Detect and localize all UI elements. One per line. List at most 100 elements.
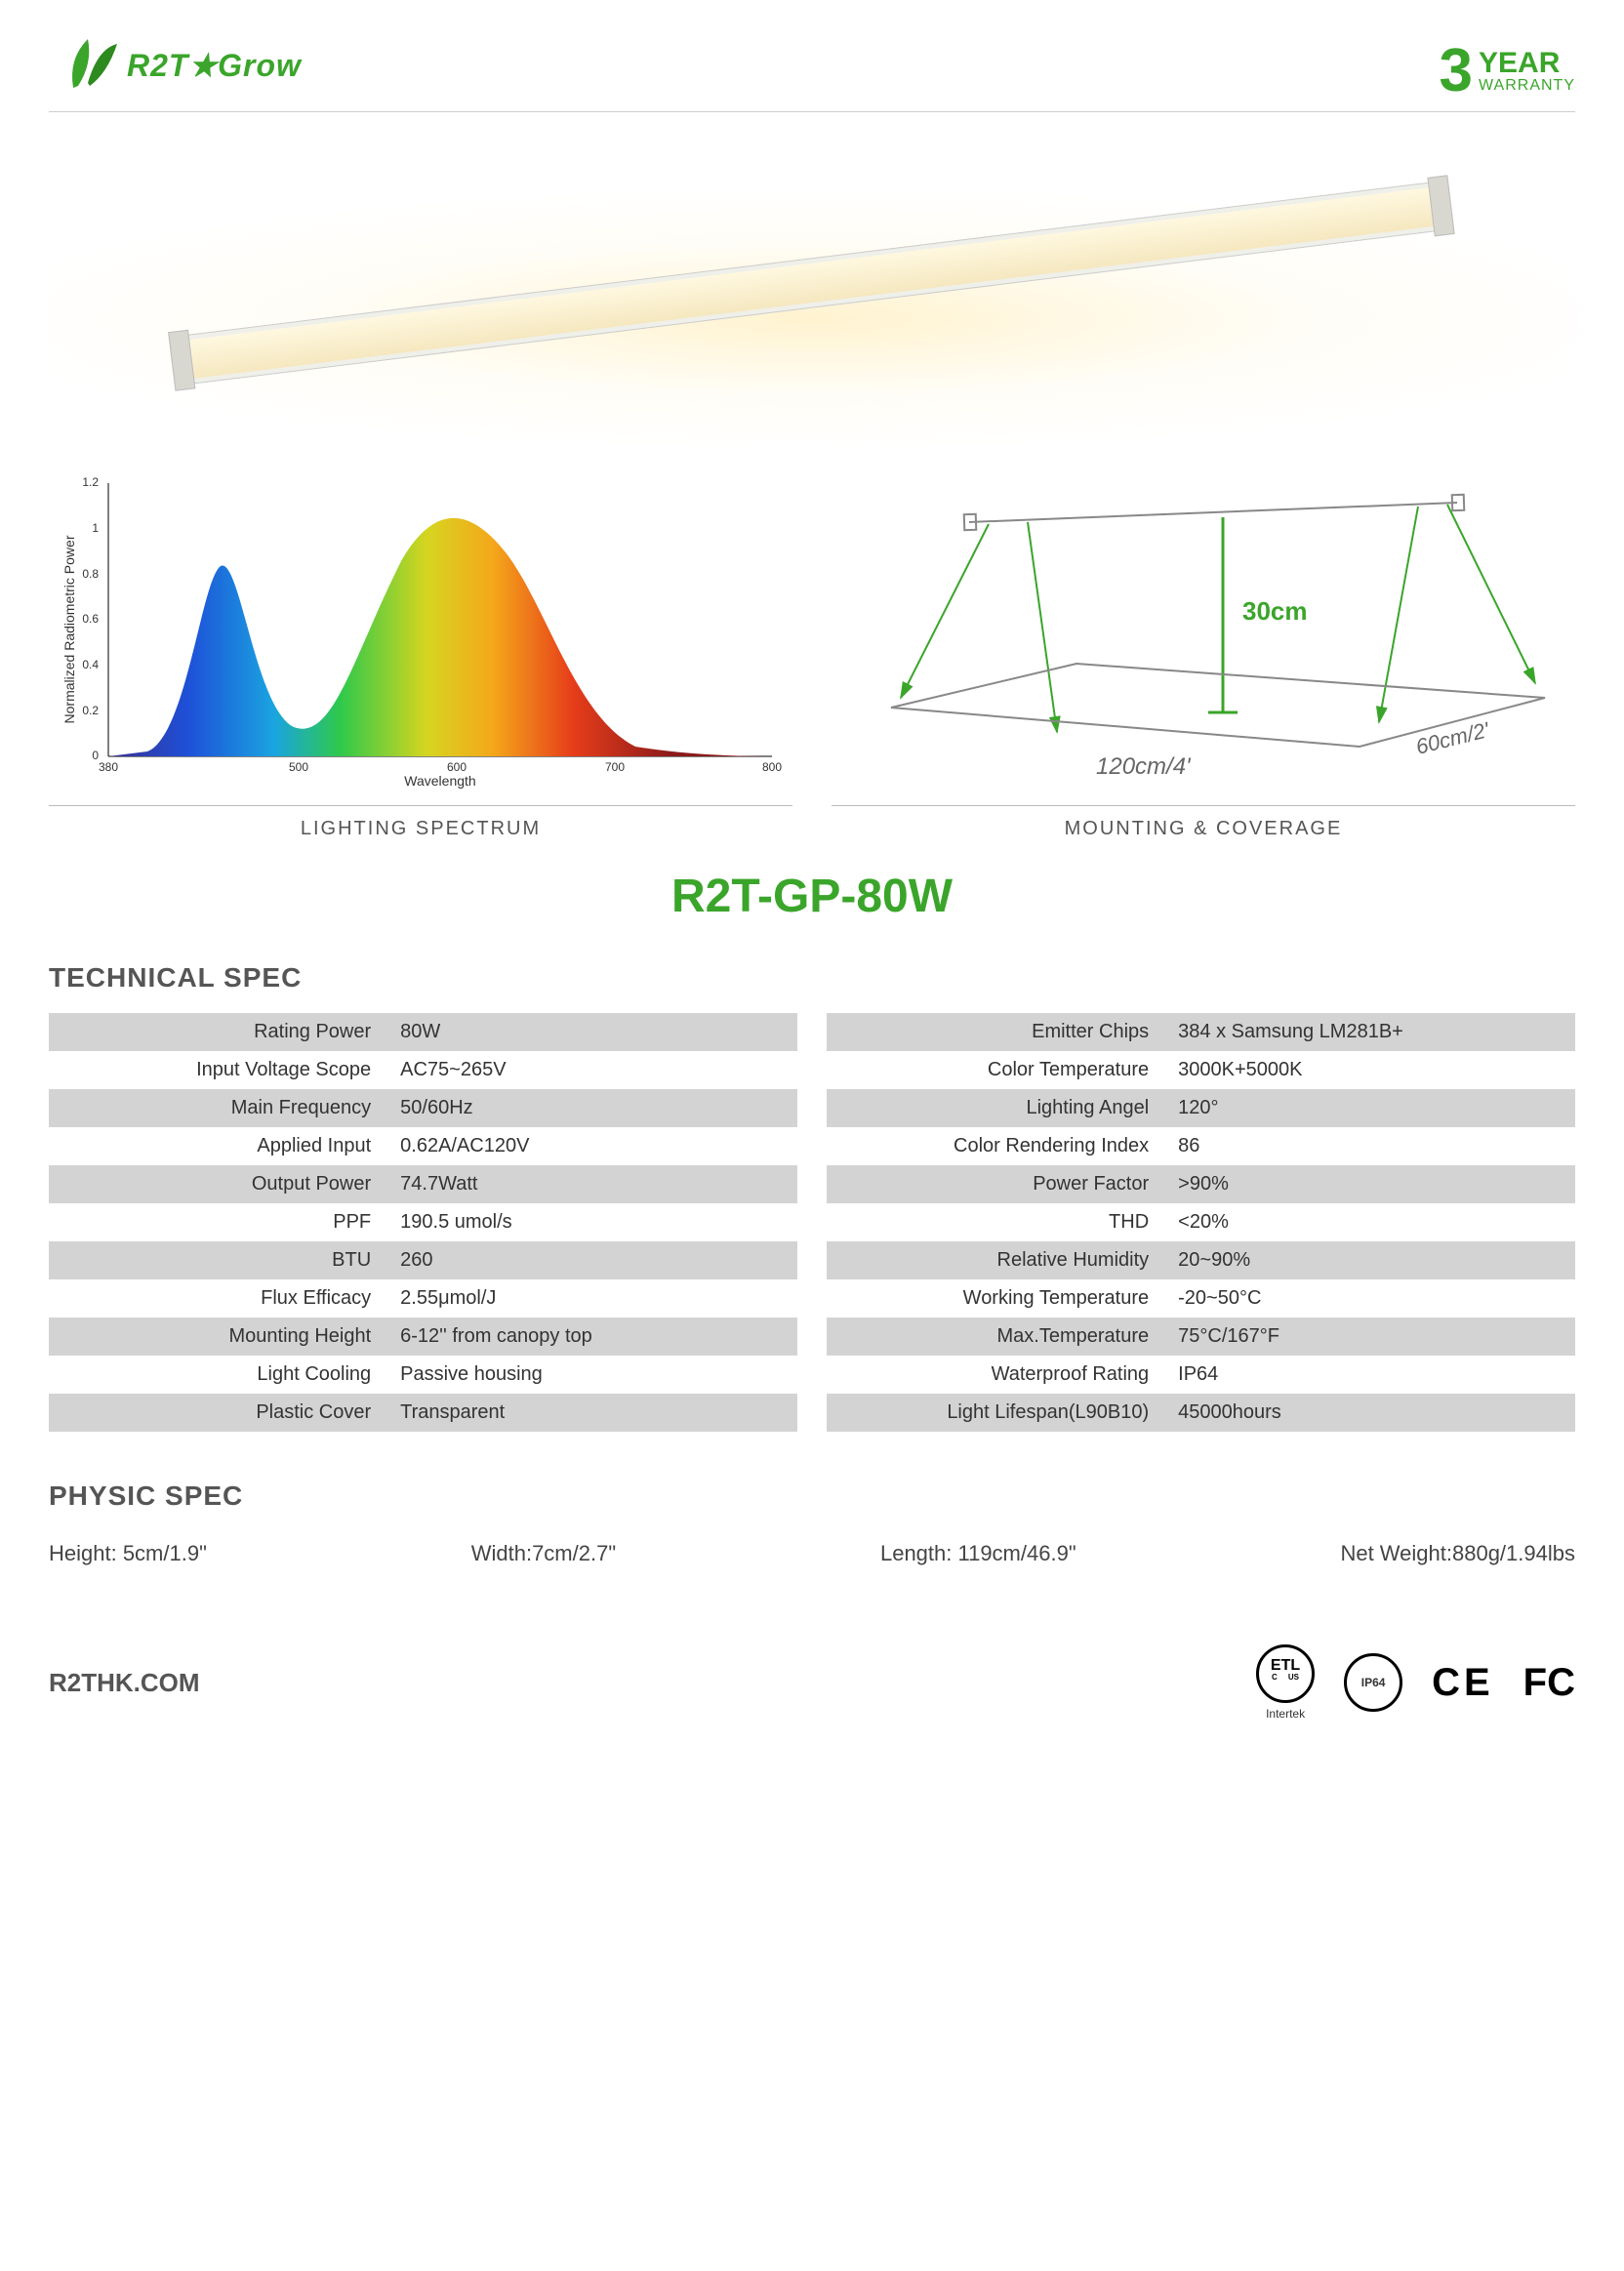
spectrum-diagram: Normalized Radiometric Power Wavelength … [49,464,792,840]
svg-text:0.2: 0.2 [82,704,99,717]
table-row: Main Frequency50/60Hz [49,1089,797,1127]
spectrum-caption: LIGHTING SPECTRUM [49,805,792,840]
table-row: Color Rendering Index86 [827,1127,1575,1165]
spec-value: 45000hours [1163,1394,1575,1432]
footer-url: R2THK.COM [49,1668,200,1698]
spec-value: IP64 [1163,1356,1575,1394]
spec-table-left: Rating Power80WInput Voltage ScopeAC75~2… [49,1013,797,1432]
spec-key: BTU [49,1241,386,1279]
etl-icon: ETLCUS Intertek [1256,1644,1315,1721]
spec-value: 20~90% [1163,1241,1575,1279]
spec-value: 3000K+5000K [1163,1051,1575,1089]
table-row: Working Temperature-20~50°C [827,1279,1575,1318]
table-row: Mounting Height6-12'' from canopy top [49,1318,797,1356]
table-row: BTU260 [49,1241,797,1279]
table-row: Output Power74.7Watt [49,1165,797,1203]
spec-value: 86 [1163,1127,1575,1165]
warranty-badge: 3 YEAR WARRANTY [1440,41,1575,101]
spec-value: 74.7Watt [386,1165,797,1203]
spec-value: >90% [1163,1165,1575,1203]
svg-text:ETL: ETL [1271,1657,1300,1674]
spec-value: 0.62A/AC120V [386,1127,797,1165]
spec-value: 2.55μmol/J [386,1279,797,1318]
table-row: Emitter Chips384 x Samsung LM281B+ [827,1013,1575,1051]
product-image [49,132,1575,444]
physic-width: Width:7cm/2.7" [471,1541,616,1566]
warranty-year: YEAR [1479,49,1575,78]
svg-text:C: C [1272,1673,1278,1682]
table-row: Max.Temperature75°C/167°F [827,1318,1575,1356]
table-row: Lighting Angel120° [827,1089,1575,1127]
ce-icon: CE [1432,1661,1494,1705]
spec-key: Light Cooling [49,1356,386,1394]
svg-text:0.4: 0.4 [82,658,99,671]
ip64-icon: IP64 [1344,1653,1402,1712]
spec-value: <20% [1163,1203,1575,1241]
spec-value: 260 [386,1241,797,1279]
physic-weight: Net Weight:880g/1.94lbs [1340,1541,1575,1566]
spec-key: PPF [49,1203,386,1241]
physic-section-title: PHYSIC SPEC [49,1480,1575,1512]
warranty-number: 3 [1440,41,1473,101]
table-row: Light Lifespan(L90B10)45000hours [827,1394,1575,1432]
physic-height: Height: 5cm/1.9" [49,1541,207,1566]
spec-key: Color Rendering Index [827,1127,1163,1165]
spec-value: Passive housing [386,1356,797,1394]
x-axis-label: Wavelength [404,773,475,789]
table-row: Rating Power80W [49,1013,797,1051]
spec-key: Power Factor [827,1165,1163,1203]
table-row: Power Factor>90% [827,1165,1575,1203]
physic-length: Length: 119cm/46.9" [880,1541,1076,1566]
spec-key: Emitter Chips [827,1013,1163,1051]
table-row: Flux Efficacy2.55μmol/J [49,1279,797,1318]
y-axis-label: Normalized Radiometric Power [61,535,77,723]
table-row: Color Temperature3000K+5000K [827,1051,1575,1089]
mounting-diagram: 30cm 120cm/4' 60cm/2' MOUNTING & COVERAG… [832,464,1575,840]
table-row: THD<20% [827,1203,1575,1241]
mounting-depth-label: 60cm/2' [1413,717,1492,759]
leaf-icon [49,29,127,98]
svg-text:0.6: 0.6 [82,612,99,626]
table-row: Applied Input0.62A/AC120V [49,1127,797,1165]
brand-logo: R2T★Grow [49,29,302,101]
spec-key: THD [827,1203,1163,1241]
svg-text:600: 600 [447,760,467,774]
spec-key: Max.Temperature [827,1318,1163,1356]
spec-value: 190.5 umol/s [386,1203,797,1241]
spec-value: AC75~265V [386,1051,797,1089]
spec-key: Mounting Height [49,1318,386,1356]
spec-key: Rating Power [49,1013,386,1051]
svg-text:1.2: 1.2 [82,475,99,489]
spec-value: Transparent [386,1394,797,1432]
table-row: PPF190.5 umol/s [49,1203,797,1241]
spec-key: Flux Efficacy [49,1279,386,1318]
fcc-icon: FC [1523,1661,1575,1705]
mounting-width-label: 120cm/4' [1096,753,1192,780]
footer: R2THK.COM ETLCUS Intertek IP64 CE FC [49,1644,1575,1721]
svg-text:380: 380 [99,760,118,774]
svg-text:800: 800 [762,760,782,774]
spec-value: 75°C/167°F [1163,1318,1575,1356]
physic-row: Height: 5cm/1.9" Width:7cm/2.7" Length: … [49,1541,1575,1566]
svg-text:500: 500 [289,760,308,774]
spec-key: Waterproof Rating [827,1356,1163,1394]
mounting-caption: MOUNTING & COVERAGE [832,805,1575,840]
spec-value: -20~50°C [1163,1279,1575,1318]
spec-value: 384 x Samsung LM281B+ [1163,1013,1575,1051]
mounting-height-label: 30cm [1242,596,1308,626]
table-row: Waterproof RatingIP64 [827,1356,1575,1394]
spec-key: Lighting Angel [827,1089,1163,1127]
spec-key: Main Frequency [49,1089,386,1127]
table-row: Plastic CoverTransparent [49,1394,797,1432]
diagrams-row: Normalized Radiometric Power Wavelength … [49,464,1575,840]
spec-key: Output Power [49,1165,386,1203]
header: R2T★Grow 3 YEAR WARRANTY [49,29,1575,112]
brand-text: R2T★Grow [127,47,302,84]
spec-key: Relative Humidity [827,1241,1163,1279]
product-title: R2T-GP-80W [49,870,1575,923]
svg-text:700: 700 [605,760,625,774]
table-row: Relative Humidity20~90% [827,1241,1575,1279]
spec-table-right: Emitter Chips384 x Samsung LM281B+Color … [827,1013,1575,1432]
spec-value: 50/60Hz [386,1089,797,1127]
table-row: Light CoolingPassive housing [49,1356,797,1394]
